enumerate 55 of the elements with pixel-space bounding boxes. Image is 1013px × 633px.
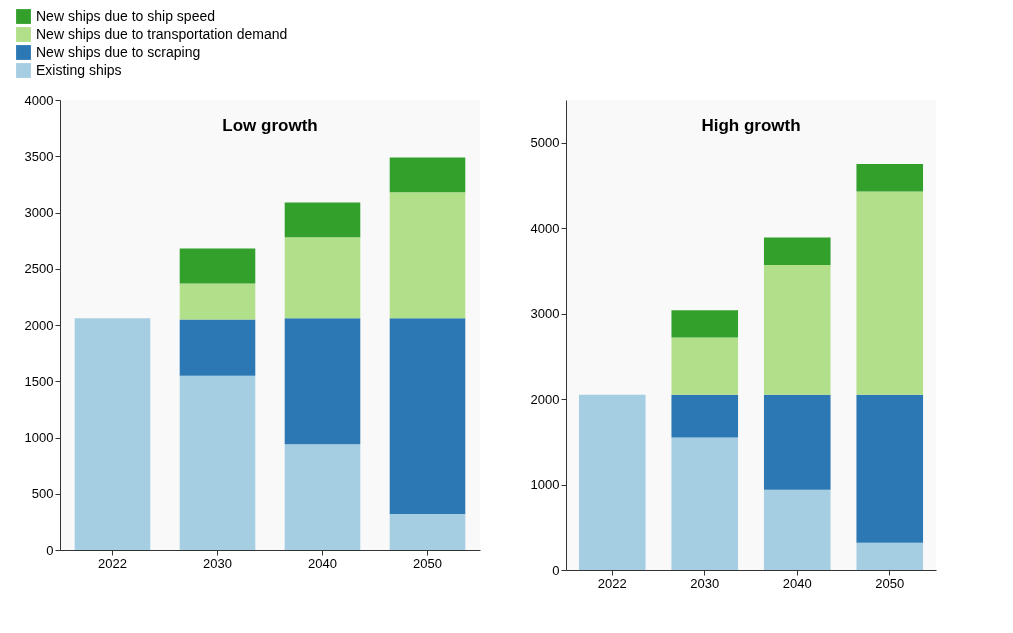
bar (856, 191, 924, 395)
bar (179, 248, 256, 284)
y-tick-label: 0 (46, 542, 54, 558)
bar (284, 318, 361, 445)
x-tick-label: 2030 (690, 575, 720, 591)
legend-label: New ships due to scraping (36, 43, 201, 60)
bar (856, 542, 924, 570)
y-tick-label: 0 (552, 562, 560, 578)
bar (389, 192, 466, 319)
y-tick-label: 2000 (530, 391, 560, 407)
text: High growth (701, 116, 801, 135)
bar (671, 394, 739, 438)
bar (179, 283, 256, 320)
y-tick-label: 4000 (530, 220, 560, 236)
bar (763, 394, 831, 490)
x-tick-label: 2040 (308, 555, 337, 571)
bar (74, 318, 151, 550)
y-tick-label: 2000 (24, 317, 54, 333)
bar (671, 310, 739, 338)
bar (389, 157, 466, 193)
bar (856, 394, 924, 543)
bar (856, 164, 924, 192)
bar (578, 394, 646, 570)
bar (284, 444, 361, 550)
legend-label: New ships due to ship speed (36, 7, 215, 24)
y-tick-label: 1000 (24, 430, 54, 445)
text: Low growth (222, 116, 318, 135)
y-tick-label: 1000 (530, 477, 560, 493)
bar (763, 489, 831, 570)
x-tick-label: 2050 (875, 575, 905, 591)
bar (179, 375, 256, 550)
x-tick-label: 2030 (203, 555, 232, 571)
y-tick-label: 1500 (24, 373, 54, 389)
bar (763, 237, 831, 265)
y-tick-label: 2500 (24, 261, 54, 277)
bar (671, 437, 739, 570)
bar (284, 202, 361, 238)
y-tick-label: 3500 (24, 148, 54, 164)
y-tick-label: 4000 (24, 92, 54, 108)
legend-label: Existing ships (36, 61, 122, 78)
x-tick-label: 2040 (782, 575, 812, 591)
y-tick-label: 3000 (24, 205, 54, 220)
bar (671, 337, 739, 395)
y-tick-label: 5000 (530, 135, 560, 151)
x-tick-label: 2050 (413, 555, 442, 571)
bar (284, 237, 361, 319)
bar (179, 319, 256, 376)
bar (763, 264, 831, 395)
x-tick-label: 2022 (597, 575, 627, 591)
bar (389, 318, 466, 514)
bar (389, 514, 466, 550)
legend-label: New ships due to transportation demand (36, 25, 288, 42)
x-tick-label: 2022 (98, 555, 127, 571)
y-tick-label: 500 (31, 486, 54, 502)
y-tick-label: 3000 (530, 306, 560, 322)
